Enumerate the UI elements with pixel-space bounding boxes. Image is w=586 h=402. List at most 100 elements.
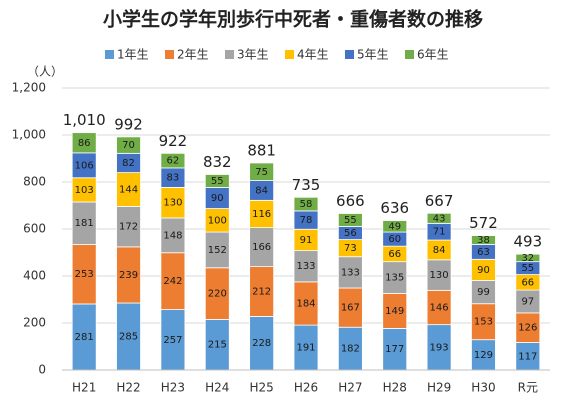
segment-label: 130 <box>430 270 449 281</box>
segment-label: 228 <box>252 338 271 349</box>
segment-label: 239 <box>119 270 138 281</box>
legend-swatch <box>105 50 114 59</box>
segment-label: 100 <box>208 215 227 226</box>
segment-label: 71 <box>433 227 446 238</box>
segment-label: 129 <box>474 350 493 361</box>
bar-segment <box>249 162 275 181</box>
legend-label: 4年生 <box>297 48 329 62</box>
segment-label: 84 <box>255 185 268 196</box>
legend-swatch <box>165 50 174 59</box>
total-label: 667 <box>425 192 454 210</box>
segment-label: 97 <box>521 296 534 307</box>
x-tick-label: H29 <box>427 381 451 395</box>
y-tick-label: 1,200 <box>12 81 46 95</box>
y-tick-label: 600 <box>23 222 46 236</box>
segment-label: 86 <box>78 138 91 149</box>
segment-label: 70 <box>122 140 135 151</box>
total-label: 881 <box>247 141 276 159</box>
segment-label: 32 <box>521 253 534 264</box>
x-tick-label: H23 <box>161 381 185 395</box>
bar-segment <box>116 206 141 248</box>
segment-label: 153 <box>474 317 493 328</box>
segment-label: 90 <box>477 265 490 276</box>
segment-label: 172 <box>119 222 138 233</box>
segment-label: 116 <box>252 209 271 220</box>
segment-label: 167 <box>341 303 360 314</box>
segment-label: 130 <box>163 198 182 209</box>
bar-segment <box>204 231 230 269</box>
segment-label: 117 <box>518 351 537 362</box>
segment-label: 166 <box>252 242 271 253</box>
total-label: 832 <box>203 153 232 171</box>
bar-segment <box>160 187 186 219</box>
segment-label: 55 <box>521 263 534 274</box>
bar-segment <box>71 244 97 305</box>
y-tick-label: 200 <box>23 316 46 330</box>
segment-label: 285 <box>119 332 138 343</box>
segment-label: 149 <box>385 306 404 317</box>
segment-label: 49 <box>388 221 401 232</box>
segment-label: 281 <box>75 332 94 343</box>
bar-segment <box>160 152 186 169</box>
bar-segment <box>249 199 275 228</box>
bar-segment <box>293 250 319 283</box>
segment-label: 99 <box>477 287 490 298</box>
legend-label: 1年生 <box>117 48 149 62</box>
total-label: 666 <box>336 192 365 210</box>
segment-label: 191 <box>296 343 315 354</box>
segment-label: 83 <box>167 173 180 184</box>
segment-label: 84 <box>433 245 446 256</box>
segment-label: 38 <box>477 235 490 246</box>
bar-segment <box>71 201 97 245</box>
segment-label: 242 <box>163 276 182 287</box>
segment-label: 148 <box>163 230 182 241</box>
total-label: 735 <box>292 176 321 194</box>
segment-label: 133 <box>296 261 315 272</box>
x-tick-label: H28 <box>383 381 407 395</box>
segment-label: 126 <box>518 323 537 334</box>
bar-segment <box>116 136 141 154</box>
bar-segment <box>426 259 452 291</box>
segment-label: 66 <box>388 249 401 260</box>
segment-label: 56 <box>344 228 357 239</box>
x-tick-label: H22 <box>116 381 140 395</box>
bar-segment <box>337 287 363 328</box>
segment-label: 146 <box>430 302 449 313</box>
segment-label: 257 <box>163 335 182 346</box>
segment-label: 55 <box>344 215 357 226</box>
x-tick-label: H27 <box>338 381 362 395</box>
segment-label: 135 <box>385 273 404 284</box>
segment-label: 193 <box>430 342 449 353</box>
legend-label: 3年生 <box>237 48 269 62</box>
bar-segment <box>382 328 408 371</box>
bar-segment <box>116 302 141 371</box>
segment-label: 253 <box>75 269 94 280</box>
bar-segment <box>426 212 452 224</box>
segment-label: 43 <box>433 213 446 224</box>
bar-segment <box>160 217 186 254</box>
bar-segment <box>382 292 408 329</box>
legend-label: 2年生 <box>177 48 209 62</box>
x-tick-label: H26 <box>294 381 318 395</box>
segment-label: 55 <box>211 176 224 187</box>
segment-label: 90 <box>211 193 224 204</box>
total-label: 493 <box>513 233 542 251</box>
legend-swatch <box>225 50 234 59</box>
bar-segment <box>471 303 496 341</box>
bar-segment <box>116 246 141 304</box>
bar-segment <box>71 132 97 154</box>
segment-label: 66 <box>521 277 534 288</box>
chart-title: 小学生の学年別歩行中死者・重傷者数の推移 <box>103 8 483 31</box>
y-tick-label: 0 <box>38 363 46 377</box>
bar-segment <box>116 172 141 207</box>
segment-label: 91 <box>300 235 313 246</box>
segment-label: 75 <box>255 167 268 178</box>
bar-segment <box>71 152 97 179</box>
total-label: 1,010 <box>63 111 106 129</box>
y-tick-label: 400 <box>23 269 46 283</box>
bar-segment <box>204 174 230 188</box>
segment-label: 144 <box>119 185 138 196</box>
x-tick-label: H21 <box>72 381 96 395</box>
bar-segment <box>515 312 541 343</box>
